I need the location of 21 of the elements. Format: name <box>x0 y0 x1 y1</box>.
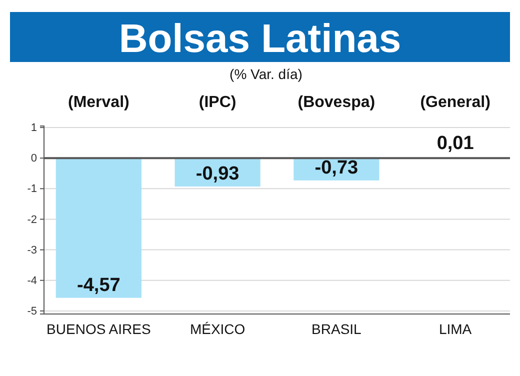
x-tick-label: MÉXICO <box>190 320 246 337</box>
y-tick-label: -3 <box>27 244 37 256</box>
data-label: -4,57 <box>77 274 120 296</box>
text: (IPC) <box>198 94 236 111</box>
y-tick-label: -4 <box>27 274 37 287</box>
x-tick-label: BRASIL <box>312 320 362 337</box>
data-label: -0,73 <box>314 157 358 178</box>
chart-title: Bolsas Latinas <box>118 17 402 61</box>
data-label: -0,93 <box>196 164 240 185</box>
y-tick-label: 0 <box>30 152 37 165</box>
y-tick-label: -1 <box>27 183 37 196</box>
chart-subtitle: (% Var. día) <box>230 66 302 82</box>
text: (Merval) <box>68 94 130 111</box>
y-tick-label: -5 <box>27 305 37 318</box>
data-label: 0,01 <box>436 132 474 154</box>
x-tick-label: LIMA <box>438 320 472 337</box>
text: (Bovespa) <box>298 94 376 111</box>
y-tick-label: 1 <box>30 122 37 134</box>
x-tick-label: BUENOS AIRES <box>46 320 151 337</box>
y-tick-label: -2 <box>27 214 37 226</box>
text: (General) <box>420 94 490 111</box>
